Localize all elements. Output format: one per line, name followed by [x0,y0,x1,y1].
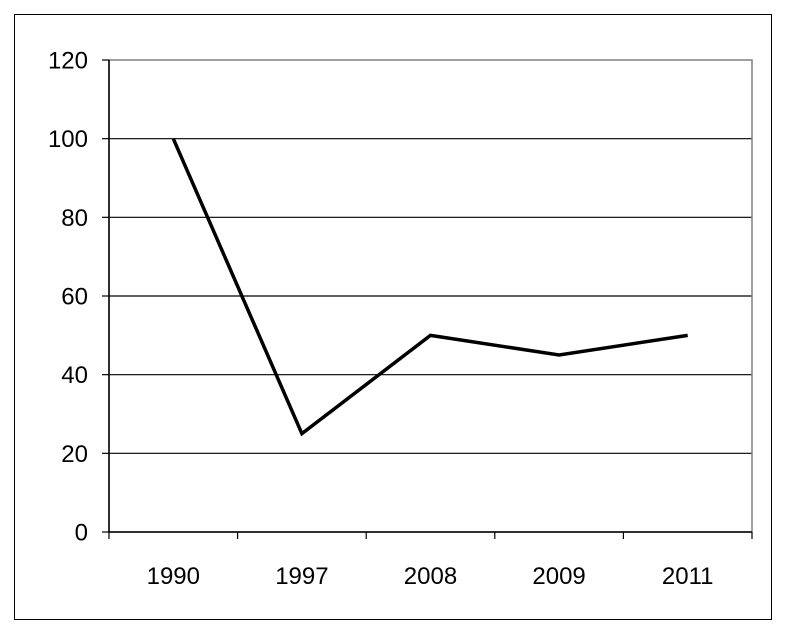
y-tick-label: 40 [61,362,88,389]
chart-frame [14,14,772,620]
y-tick-label: 120 [48,48,88,75]
x-tick-label: 1990 [147,563,200,590]
y-tick-label: 20 [61,441,88,468]
x-tick-label: 2008 [404,563,457,590]
y-tick-label: 0 [75,520,88,547]
y-tick-label: 80 [61,205,88,232]
y-tick-label: 60 [61,284,88,311]
axes [102,59,753,539]
x-tick-label: 1997 [275,563,328,590]
y-axis-tick-labels: 0 20 40 60 80 100 120 [48,48,88,547]
y-tick-label: 100 [48,126,88,153]
gridlines [109,138,752,454]
x-tick-label: 2011 [662,563,714,590]
x-tick-label: 2009 [532,563,585,590]
x-axis-tick-labels: 1990 1997 2008 2009 2011 [147,563,714,590]
series-layer [171,137,688,437]
series-line [171,137,688,437]
